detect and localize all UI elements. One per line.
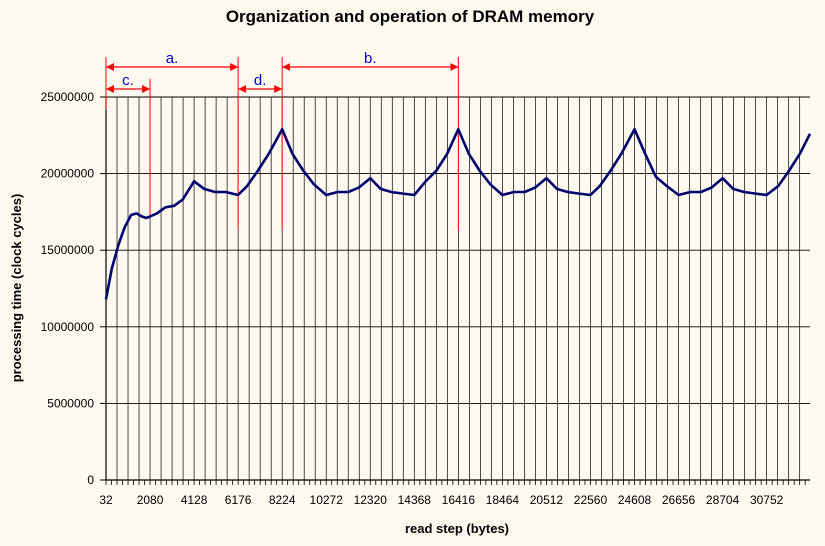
x-tick-label: 8224 (269, 493, 296, 507)
chart-series (104, 127, 812, 300)
annotation-label: c. (122, 72, 134, 89)
x-tick-label: 30752 (750, 493, 784, 507)
chart-annotations: a. b. c. d. (105, 50, 459, 230)
x-tick-label: 28704 (706, 493, 740, 507)
y-tick-label: 10000000 (41, 320, 95, 334)
y-tick-label: 15000000 (41, 243, 95, 257)
y-tick-label: 0 (87, 473, 94, 487)
x-tick-label: 2080 (137, 493, 164, 507)
x-tick-label: 22560 (574, 493, 608, 507)
y-tick-label: 5000000 (47, 396, 94, 410)
x-tick-label: 4128 (181, 493, 208, 507)
chart-title: Organization and operation of DRAM memor… (226, 7, 595, 26)
y-axis-label: processing time (clock cycles) (9, 194, 24, 383)
x-axis-label: read step (bytes) (405, 521, 509, 536)
series-line (104, 127, 812, 300)
x-tick-label: 24608 (618, 493, 652, 507)
annotation-label: d. (254, 72, 267, 89)
x-tick-label: 12320 (354, 493, 388, 507)
annotation-label: b. (364, 50, 377, 67)
x-tick-label: 10272 (310, 493, 344, 507)
y-tick-label: 25000000 (41, 90, 95, 104)
y-tick-label: 20000000 (41, 167, 95, 181)
x-tick-label: 20512 (530, 493, 564, 507)
x-tick-label: 14368 (398, 493, 432, 507)
x-tick-label: 18464 (486, 493, 520, 507)
x-tick-label: 6176 (225, 493, 252, 507)
x-tick-label: 32 (99, 493, 113, 507)
x-tick-label: 26656 (662, 493, 696, 507)
x-tick-label: 16416 (442, 493, 476, 507)
chart-axes (100, 96, 810, 485)
chart-ticks: 0 5000000 10000000 15000000 20000000 25000000… (41, 90, 784, 507)
annotation-label: a. (166, 50, 179, 67)
